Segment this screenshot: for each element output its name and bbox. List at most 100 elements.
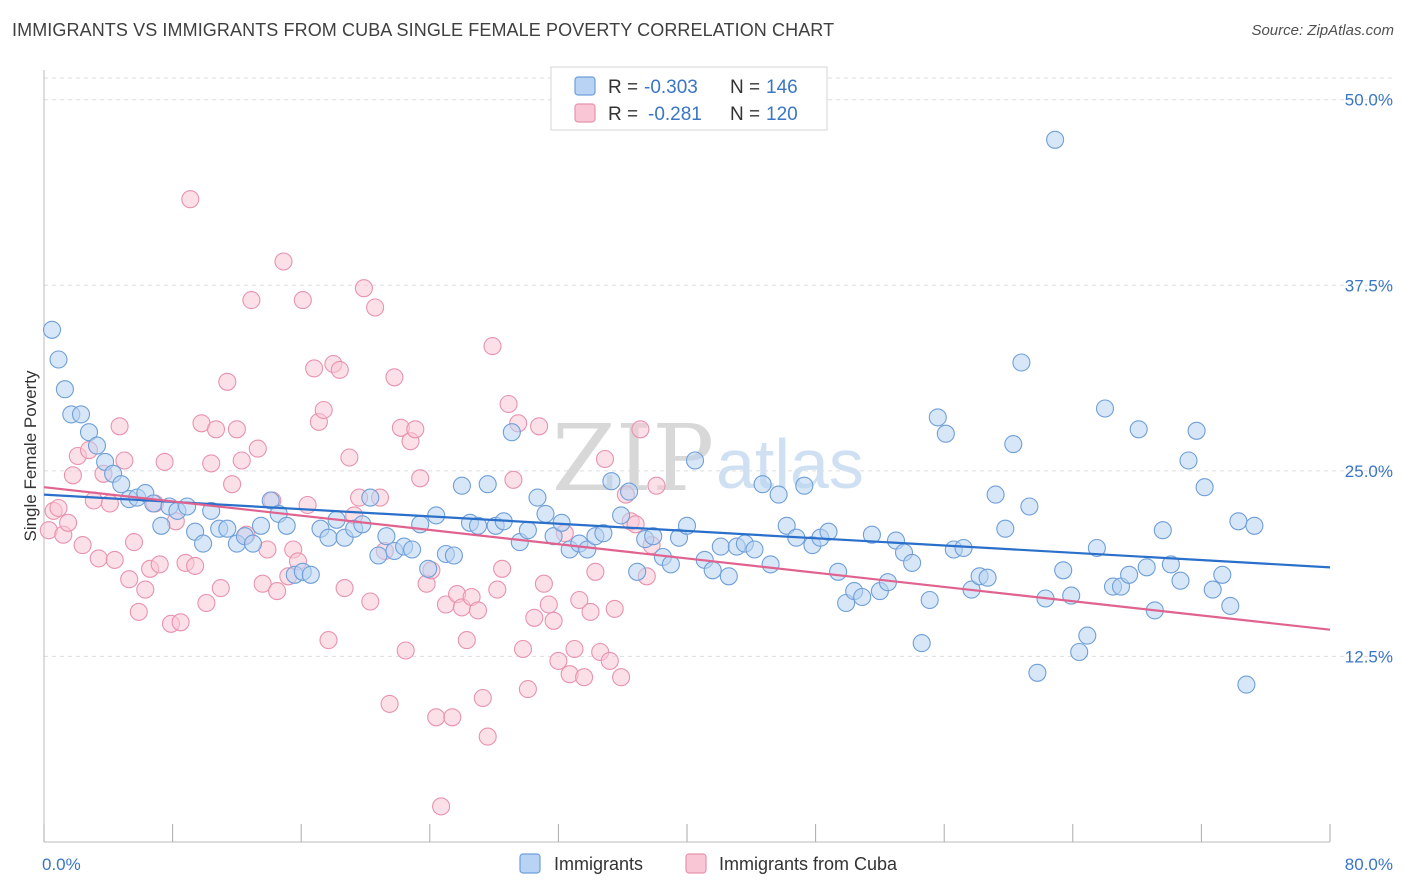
legend-swatch-cuba xyxy=(574,103,596,123)
immigrants-point-17 xyxy=(178,497,197,516)
cuba-point-51 xyxy=(298,495,317,515)
cuba-point-110 xyxy=(600,651,619,670)
cuba-point-34 xyxy=(211,579,230,598)
immigrants-point-41 xyxy=(377,527,396,546)
immigrants-point-98 xyxy=(853,587,872,607)
immigrants-point-69 xyxy=(612,506,631,525)
immigrants-point-5 xyxy=(79,423,99,442)
immigrants-point-139 xyxy=(1195,478,1214,497)
immigrants-point-9 xyxy=(112,475,131,494)
immigrants-point-144 xyxy=(1237,675,1256,694)
cuba-point-50 xyxy=(293,291,312,310)
cuba-point-4 xyxy=(59,513,78,532)
immigrants-point-114 xyxy=(986,485,1005,504)
immigrants-point-40 xyxy=(369,546,388,565)
cuba-point-19 xyxy=(136,580,155,599)
cuba-point-85 xyxy=(473,688,492,708)
cuba-point-91 xyxy=(504,470,523,489)
immigrants-point-65 xyxy=(578,540,597,559)
cuba-point-17 xyxy=(124,533,144,552)
cuba-point-98 xyxy=(539,595,558,614)
immigrants-point-113 xyxy=(978,568,997,587)
immigrants-point-124 xyxy=(1070,642,1089,662)
immigrants-point-26 xyxy=(251,516,271,535)
cuba-point-119 xyxy=(647,476,666,495)
cuba-point-28 xyxy=(181,190,200,209)
cuba-point-22 xyxy=(150,555,169,574)
legend-r-label-immigrants: R = xyxy=(608,77,638,98)
legend-label-immigrants: Immigrants xyxy=(554,854,643,874)
immigrants-point-118 xyxy=(1020,497,1039,516)
cuba-point-46 xyxy=(274,252,293,271)
immigrants-point-58 xyxy=(518,521,537,540)
immigrants-point-80 xyxy=(703,561,722,580)
trend-line-immigrants xyxy=(43,493,1331,569)
cuba-point-42 xyxy=(253,574,272,593)
immigrants-point-38 xyxy=(353,515,372,534)
immigrants-point-116 xyxy=(1004,435,1023,454)
legend-box xyxy=(550,66,828,131)
immigrants-point-145 xyxy=(1245,516,1264,535)
cuba-point-97 xyxy=(534,574,553,593)
immigrants-point-0 xyxy=(42,320,62,339)
immigrants-point-46 xyxy=(419,559,438,578)
cuba-point-13 xyxy=(105,550,124,569)
cuba-point-16 xyxy=(120,570,139,589)
stats-legend: R = -0.303 N = 146 R = -0.281 N = 120 xyxy=(550,66,828,131)
immigrants-point-115 xyxy=(996,519,1015,538)
cuba-point-84 xyxy=(468,601,488,620)
cuba-point-72 xyxy=(406,420,425,439)
x-tick-labels: 0.0% 80.0% xyxy=(42,855,1393,874)
cuba-point-41 xyxy=(248,439,267,458)
cuba-point-79 xyxy=(443,708,462,727)
cuba-point-106 xyxy=(581,602,600,621)
cuba-point-64 xyxy=(366,298,385,317)
legend-n-label-immigrants: N = xyxy=(730,77,760,98)
cuba-point-15 xyxy=(115,451,134,470)
immigrants-point-4 xyxy=(71,405,91,424)
immigrants-point-34 xyxy=(319,528,338,547)
cuba-point-87 xyxy=(483,337,502,356)
cuba-point-45 xyxy=(268,582,287,601)
series-legend: Immigrants Immigrants from Cuba xyxy=(519,853,898,874)
immigrants-point-117 xyxy=(1012,353,1031,372)
legend-label-cuba: Immigrants from Cuba xyxy=(719,854,898,874)
cuba-point-59 xyxy=(340,448,359,467)
immigrants-point-27 xyxy=(261,491,280,510)
immigrants-point-2 xyxy=(55,380,74,399)
cuba-point-26 xyxy=(171,613,190,632)
immigrants-point-91 xyxy=(795,476,814,495)
cuba-point-32 xyxy=(202,454,221,473)
cuba-point-93 xyxy=(513,639,533,659)
immigrants-point-73 xyxy=(644,527,663,546)
cuba-point-37 xyxy=(227,420,246,439)
immigrants-point-106 xyxy=(920,590,939,610)
y-axis-title: Single Female Poverty xyxy=(21,370,40,542)
immigrants-point-68 xyxy=(602,472,621,491)
immigrants-point-89 xyxy=(777,516,796,535)
legend-swatch-immigrants xyxy=(574,76,596,96)
axes xyxy=(43,70,1331,843)
cuba-point-109 xyxy=(595,449,615,469)
immigrants-point-87 xyxy=(761,555,780,574)
y-tick-labels: 12.5% 25.0% 37.5% 50.0% xyxy=(1345,91,1393,667)
cuba-point-111 xyxy=(605,599,624,618)
cuba-point-67 xyxy=(380,694,399,713)
cuba-point-82 xyxy=(457,631,476,650)
cuba-point-63 xyxy=(361,592,380,611)
cuba-point-116 xyxy=(631,420,650,439)
cuba-point-95 xyxy=(525,608,544,627)
cuba-point-96 xyxy=(530,417,549,436)
immigrants-point-59 xyxy=(528,488,547,507)
legend-n-value-immigrants: 146 xyxy=(766,77,798,98)
immigrants-point-39 xyxy=(361,488,380,507)
immigrants-point-81 xyxy=(711,537,730,556)
immigrants-point-125 xyxy=(1078,626,1097,645)
legend-r-value-cuba: -0.281 xyxy=(648,104,702,125)
cuba-point-94 xyxy=(518,680,537,699)
immigrants-point-50 xyxy=(452,476,471,495)
immigrants-point-70 xyxy=(620,482,639,501)
immigrants-point-119 xyxy=(1028,663,1047,682)
immigrants-point-94 xyxy=(819,522,838,541)
